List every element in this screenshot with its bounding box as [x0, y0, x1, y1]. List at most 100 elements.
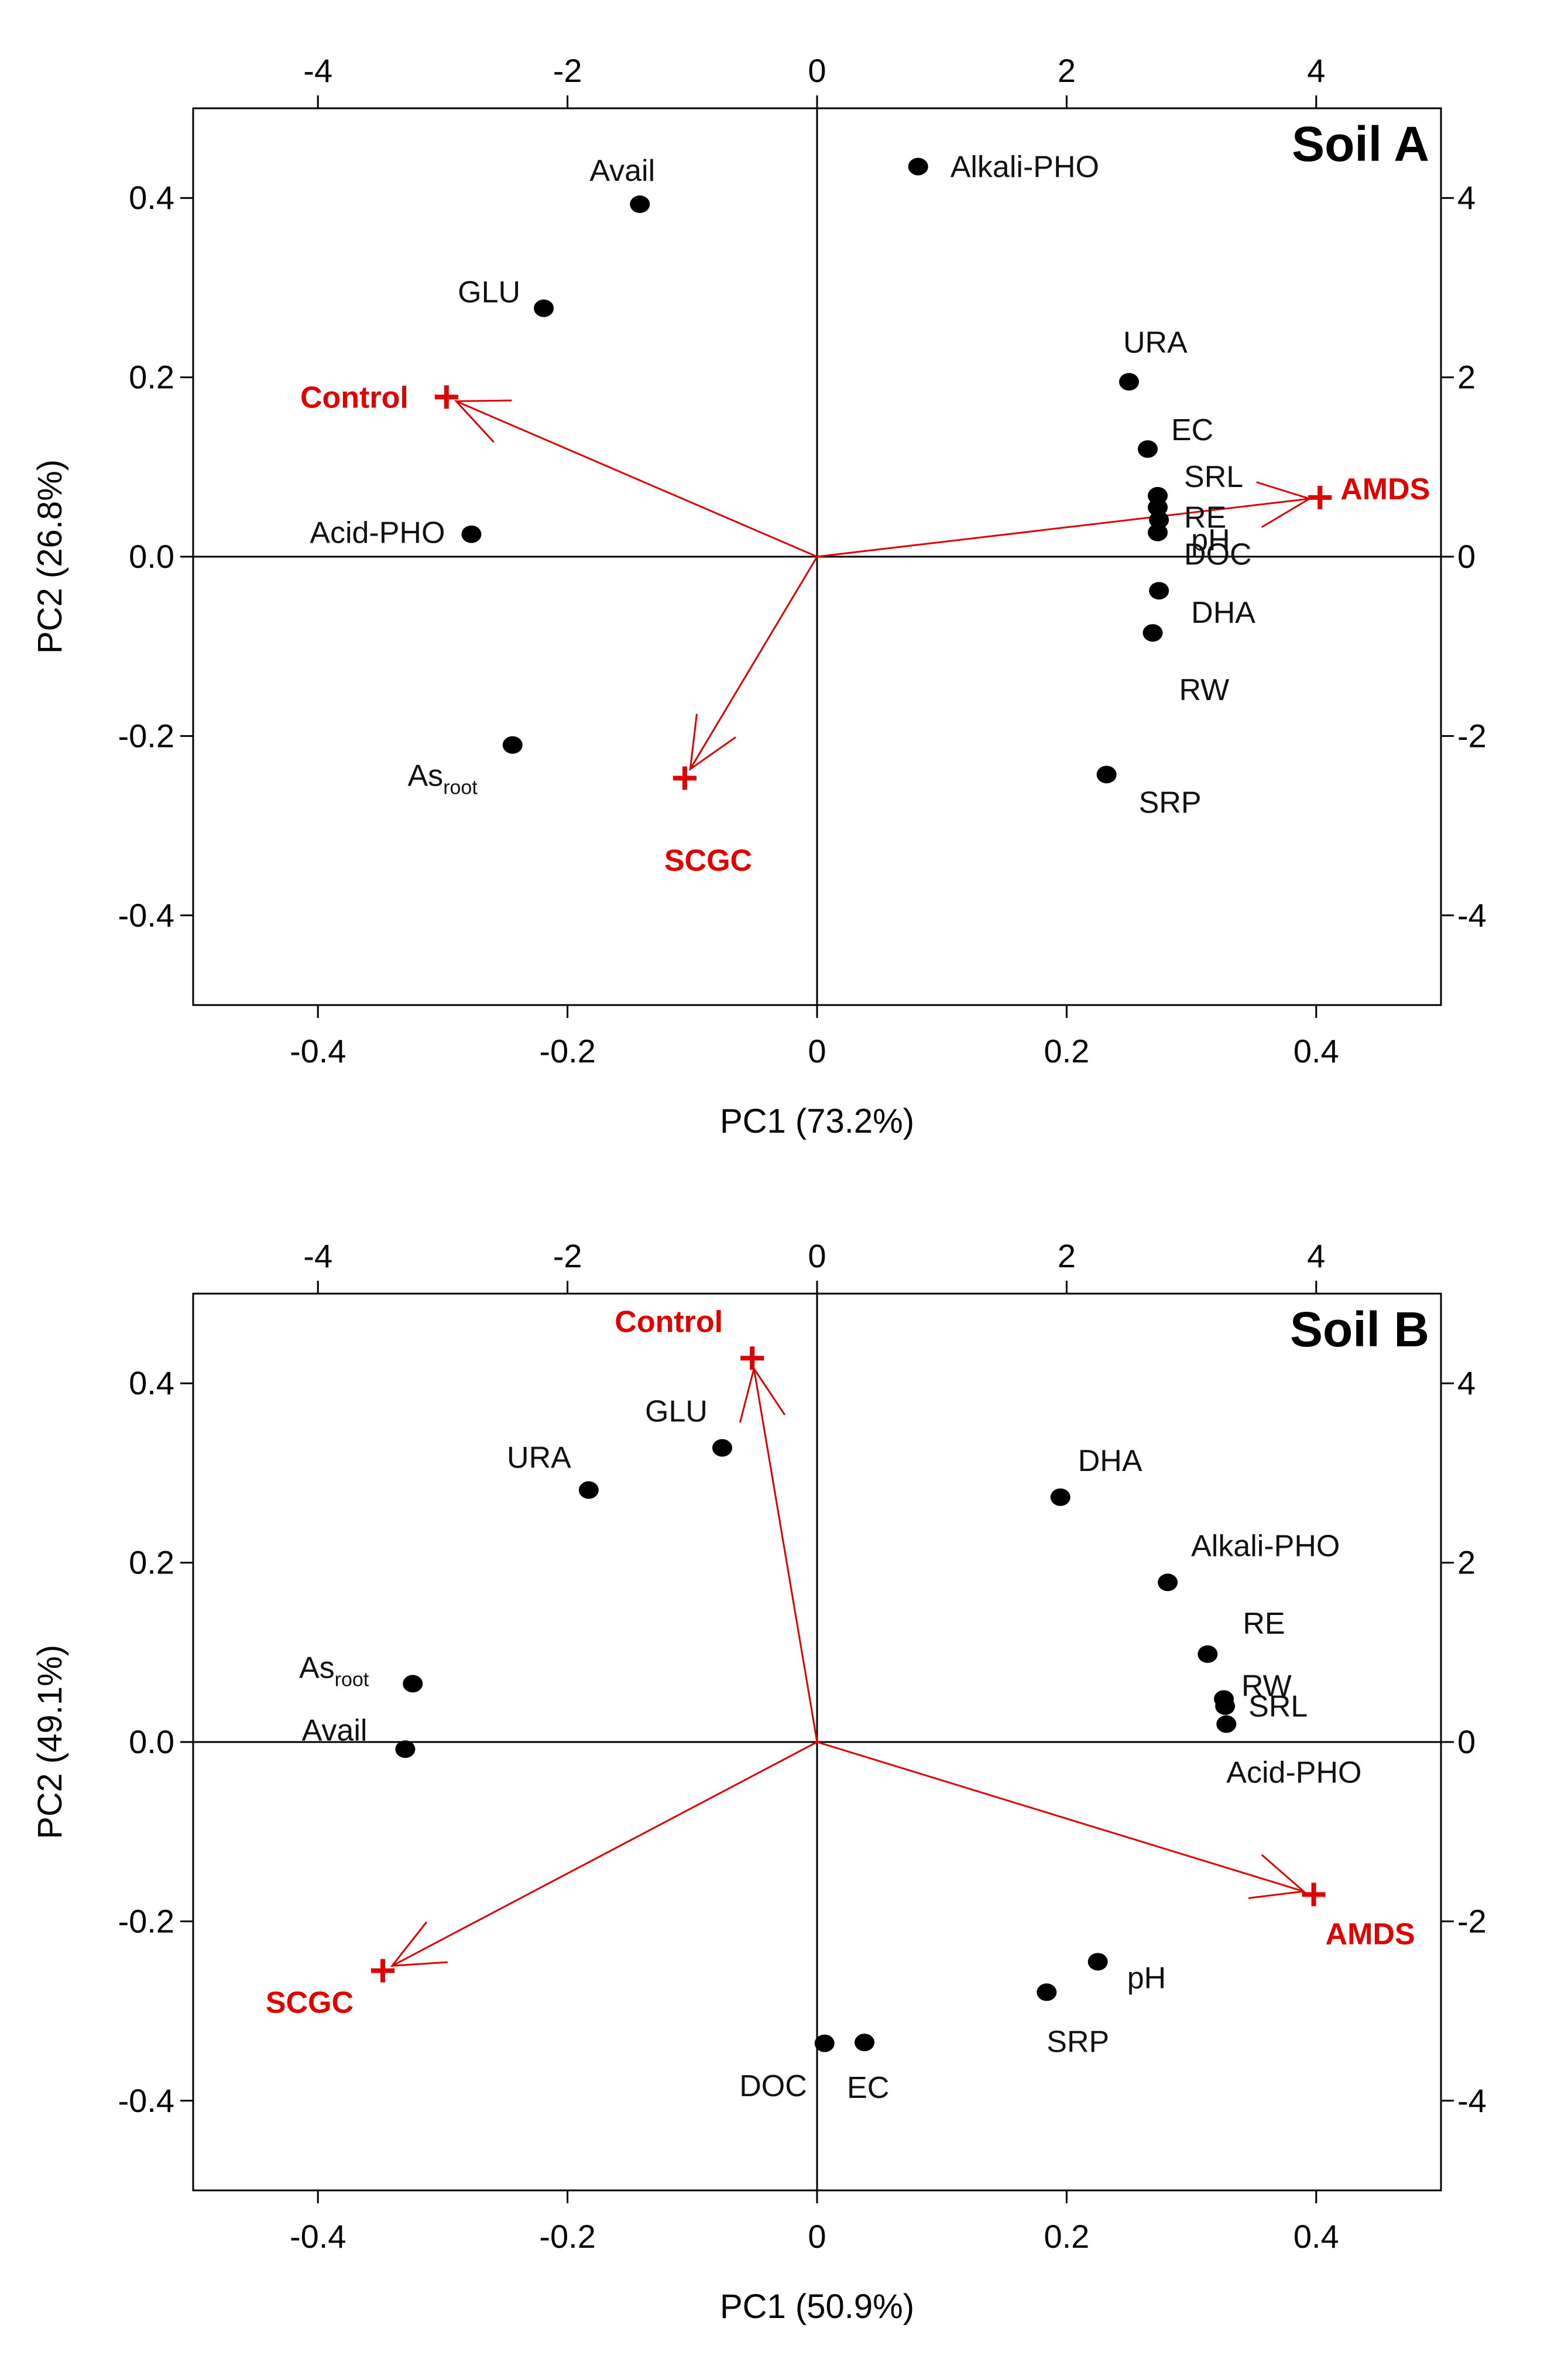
site-marker-control [740, 1346, 764, 1370]
variable-label-alkali-pho: Alkali-PHO [951, 150, 1099, 184]
variable-label-doc: DOC [1184, 538, 1252, 572]
variable-point-ura [1119, 373, 1139, 391]
x-tick-label: -0.2 [539, 1033, 596, 1069]
x-tick-label: 0.4 [1293, 1033, 1339, 1069]
variable-point-dha [1149, 582, 1169, 600]
variable-label-dha: DHA [1078, 1444, 1142, 1478]
biplot-panel-1: -0.4 -0.2 0 0.2 0.4 -0.4 -0.2 0.0 0.2 0.4 -4 -2 0 2 4 -… [31, 52, 1487, 1140]
right-tick-label: -4 [1457, 897, 1487, 934]
y-tick-label: 0.0 [129, 1723, 174, 1760]
site-label-scgc: SCGC [664, 843, 752, 877]
top-tick-label: 4 [1307, 1237, 1325, 1274]
variable-point-dha [1050, 1488, 1071, 1506]
site-marker-control [434, 385, 458, 409]
variable-label-re: RE [1184, 501, 1226, 535]
top-tick-label: 0 [808, 52, 826, 89]
variable-point-alkali-pho [1158, 1573, 1178, 1592]
variable-label-as: Asroot [299, 1651, 369, 1691]
top-tick-label: 4 [1307, 52, 1325, 89]
variable-point-re [1198, 1645, 1218, 1663]
y-tick-label: -0.2 [118, 1902, 175, 1939]
variable-label-srp: SRP [1139, 786, 1202, 819]
y-tick-label: -0.4 [118, 2082, 175, 2119]
variable-label-srp: SRP [1047, 2025, 1109, 2059]
y-tick-label: 0.4 [129, 1364, 174, 1401]
top-tick-label: -4 [303, 52, 332, 89]
right-tick-label: 2 [1457, 359, 1476, 396]
right-tick-label: 0 [1457, 538, 1476, 575]
variable-label-rw: RW [1179, 673, 1230, 707]
variable-label-doc: DOC [739, 2069, 807, 2103]
site-marker-scgc [371, 1959, 395, 1983]
variable-point-as [403, 1675, 423, 1693]
variable-point-srp [1096, 766, 1117, 784]
x-tick-label: 0 [808, 1033, 826, 1069]
y-axis-label: PC2 (49.1%) [31, 1645, 69, 1839]
variable-point-ec [855, 2034, 875, 2052]
variable-point-rw [1142, 624, 1163, 642]
top-tick-label: 2 [1058, 1237, 1076, 1274]
y-tick-label: 0.4 [129, 179, 174, 216]
variable-label-ec: EC [847, 2071, 889, 2105]
variable-label-ec: EC [1171, 413, 1213, 447]
top-tick-label: -2 [553, 1237, 582, 1274]
variable-label-avail: Avail [589, 154, 655, 188]
panel-title: Soil B [1290, 1302, 1429, 1357]
right-tick-label: -2 [1457, 1902, 1487, 1939]
variable-label-ura: URA [507, 1441, 571, 1475]
site-marker-amds [1308, 485, 1332, 509]
site-label-amds: AMDS [1340, 472, 1430, 506]
y-tick-label: -0.2 [118, 717, 175, 754]
right-tick-label: -2 [1457, 717, 1487, 754]
variable-label-acid-pho: Acid-PHO [1226, 1755, 1361, 1789]
variable-point-ph [1087, 1953, 1108, 1971]
right-tick-label: 2 [1457, 1544, 1476, 1581]
variable-point-ph [1149, 511, 1169, 529]
variable-point-acid-pho [1216, 1715, 1237, 1733]
variable-point-glu [534, 299, 554, 317]
right-tick-label: 0 [1457, 1723, 1476, 1760]
variable-label-as: Asroot [408, 759, 478, 799]
variable-point-as [502, 736, 523, 754]
x-tick-label: 0 [808, 2218, 826, 2255]
x-tick-label: 0.2 [1044, 2218, 1089, 2255]
site-arrow-control [454, 399, 818, 558]
variable-point-alkali-pho [908, 157, 928, 176]
site-label-scgc: SCGC [266, 1986, 354, 2020]
variable-label-rw: RW [1241, 1669, 1292, 1703]
variable-label-acid-pho: Acid-PHO [310, 516, 445, 550]
variable-label-dha: DHA [1191, 596, 1255, 630]
variable-point-ec [1137, 440, 1158, 458]
variable-label-srl: SRL [1184, 460, 1243, 494]
panel-title: Soil A [1292, 116, 1429, 172]
site-arrow-control [739, 1366, 818, 1743]
variable-label-glu: GLU [645, 1395, 708, 1429]
top-tick-label: 0 [808, 1237, 826, 1274]
right-tick-label: -4 [1457, 2082, 1487, 2119]
site-label-control: Control [300, 380, 409, 414]
variable-label-re: RE [1243, 1607, 1285, 1641]
variable-point-avail [630, 195, 650, 213]
variable-point-ura [578, 1481, 599, 1499]
x-tick-label: 0.4 [1293, 2218, 1339, 2255]
x-tick-label: -0.2 [539, 2218, 596, 2255]
variable-point-acid-pho [461, 525, 482, 543]
biplot-panel-2: -0.4 -0.2 0 0.2 0.4 -0.4 -0.2 0.0 0.2 0.4 -4 -2 0 2 4 -… [31, 1237, 1487, 2326]
y-axis-label: PC2 (26.8%) [31, 460, 69, 654]
variable-label-ph: pH [1191, 523, 1230, 557]
variable-label-glu: GLU [458, 276, 520, 310]
site-arrow-scgc [390, 1741, 818, 1967]
x-axis-label: PC1 (50.9%) [720, 2288, 914, 2326]
variable-label-ura: URA [1123, 325, 1188, 359]
right-tick-label: 4 [1457, 179, 1476, 216]
right-tick-label: 4 [1457, 1364, 1476, 1401]
variable-point-srp [1037, 1983, 1057, 2001]
variable-point-doc [1148, 523, 1168, 541]
x-axis-label: PC1 (73.2%) [720, 1102, 914, 1140]
top-tick-label: 2 [1058, 52, 1076, 89]
variable-label-ph: pH [1127, 1961, 1166, 1995]
top-tick-label: -2 [553, 52, 582, 89]
x-tick-label: -0.4 [290, 1033, 346, 1069]
site-arrow-amds [816, 1741, 1306, 1899]
